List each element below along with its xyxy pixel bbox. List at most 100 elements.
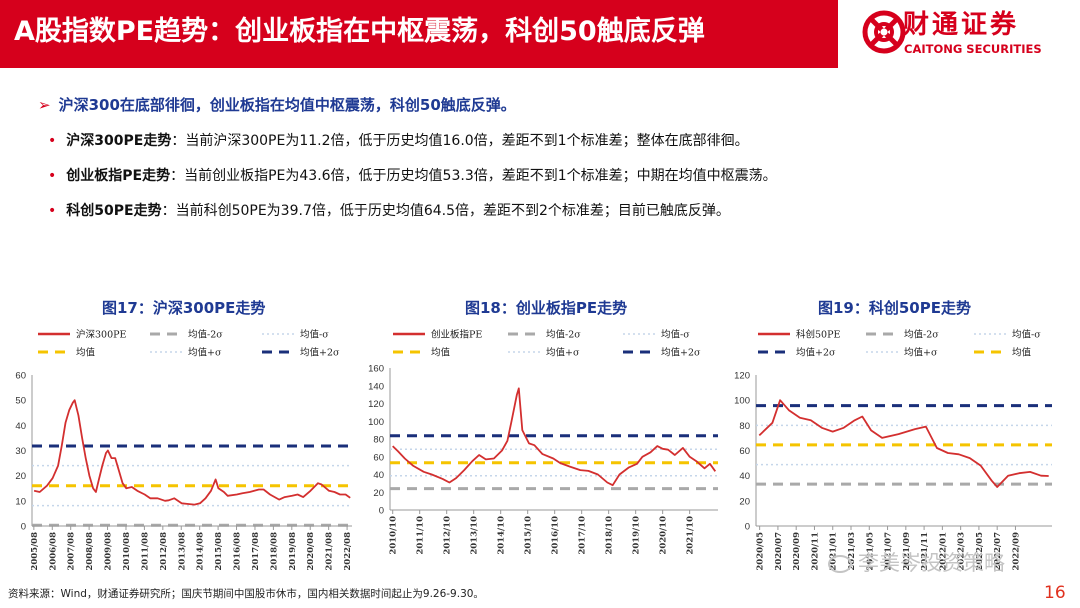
x-tick-label: 2018/08 <box>269 532 279 571</box>
bullet-text: ：当前创业板指PE为43.6倍，低于历史均值53.3倍，差距不到1个标准差；中期… <box>170 168 777 184</box>
y-tick-label: 60 <box>739 446 750 457</box>
legend-label-plus2: 均值+2σ <box>796 347 836 359</box>
legend-label-series: 沪深300PE <box>76 329 127 341</box>
y-tick-label: 0 <box>379 506 384 517</box>
y-tick-label: 30 <box>15 446 26 457</box>
brand-name: 财通证券 <box>903 10 1020 40</box>
legend-label-series: 科创50PE <box>796 329 840 341</box>
bullet-dot-icon: • <box>48 133 57 149</box>
x-tick-label: 2013/10 <box>470 516 480 555</box>
legend-label-plus1: 均值+σ <box>188 347 222 359</box>
x-tick-label: 2011/08 <box>140 532 150 571</box>
bullet-dot-icon: • <box>48 203 57 219</box>
y-tick-label: 40 <box>373 470 384 481</box>
x-tick-label: 2013/08 <box>177 532 187 571</box>
x-tick-label: 2014/10 <box>497 516 507 555</box>
y-tick-label: 140 <box>368 381 384 392</box>
x-tick-label: 2014/08 <box>196 532 206 571</box>
y-tick-label: 80 <box>739 421 750 432</box>
x-tick-label: 2022/07 <box>993 532 1003 571</box>
y-tick-label: 20 <box>15 471 26 482</box>
gem-pe-chart: 创业板指PE 均值-2σ 均值-σ 均值 均值+σ 均值+2σ 0 20 40 60 80 100 12… <box>368 329 718 555</box>
bullet-label: 沪深300PE走势 <box>66 133 172 149</box>
y-tick-label: 0 <box>21 522 26 533</box>
y-tick-label: 20 <box>373 488 384 499</box>
legend-label-plus1: 均值+σ <box>904 347 938 359</box>
bullet-label: 创业板指PE走势 <box>66 168 171 184</box>
legend-label-mean: 均值 <box>1012 347 1032 359</box>
x-tick-label: 2012/10 <box>443 516 453 555</box>
chart-title-hs300: 图17：沪深300PE走势 <box>102 299 266 317</box>
x-tick-label: 2017/10 <box>578 516 588 555</box>
x-tick-label: 2020/05 <box>756 532 766 571</box>
wechat-icon <box>828 555 852 573</box>
y-tick-label: 60 <box>373 452 384 463</box>
x-tick-label: 2018/10 <box>605 516 615 555</box>
key-point-text: 沪深300在底部徘徊，创业板指在均值中枢震荡，科创50触底反弹。 <box>58 96 516 114</box>
x-tick-label: 2022/03 <box>957 532 967 571</box>
watermark: 李美岑投资策略 <box>828 550 1005 576</box>
x-tick-label: 2005/08 <box>30 532 40 571</box>
y-tick-label: 160 <box>368 364 384 375</box>
y-tick-label: 40 <box>15 421 26 432</box>
x-tick-label: 2006/08 <box>48 532 58 571</box>
x-tick-label: 2021/10 <box>686 516 696 555</box>
x-tick-label: 2021/08 <box>325 532 335 571</box>
y-tick-label: 120 <box>368 399 384 410</box>
legend-label-minus1: 均值-σ <box>1012 329 1041 341</box>
x-tick-label: 2020/09 <box>792 532 802 571</box>
x-tick-label: 2020/07 <box>774 532 784 571</box>
x-tick-label: 2021/05 <box>865 532 875 571</box>
x-tick-label: 2020/08 <box>306 532 316 571</box>
series-line <box>758 399 1049 488</box>
y-tick-label: 100 <box>368 417 384 428</box>
x-tick-label: 2021/07 <box>884 532 894 571</box>
y-tick-label: 10 <box>15 496 26 507</box>
legend-label-plus1: 均值+σ <box>546 347 580 359</box>
bullet-item: • 创业板指PE走势：当前创业板指PE为43.6倍，低于历史均值53.3倍，差距不… <box>48 165 777 187</box>
x-tick-label: 2015/08 <box>214 532 224 571</box>
x-tick-label: 2022/01 <box>938 532 948 571</box>
x-tick-label: 2015/10 <box>524 516 534 555</box>
x-tick-label: 2007/08 <box>67 532 77 571</box>
brand-name-en: CAITONG SECURITIES <box>904 42 1042 56</box>
x-tick-label: 2022/05 <box>975 532 985 571</box>
bullet-text: ：当前沪深300PE为11.2倍，低于历史均值16.0倍，差距不到1个标准差；整… <box>171 133 749 149</box>
arrow-icon: ➢ <box>38 96 51 114</box>
legend-label-minus1: 均值-σ <box>661 329 690 341</box>
x-tick-label: 2022/08 <box>343 532 353 571</box>
chart-title-gem: 图18：创业板指PE走势 <box>465 299 628 317</box>
series-line <box>392 387 717 487</box>
legend-label-minus2: 均值-2σ <box>546 329 581 341</box>
x-tick-label: 2021/09 <box>902 532 912 571</box>
y-tick-label: 60 <box>15 371 26 382</box>
y-tick-label: 50 <box>15 396 26 407</box>
legend-label-minus1: 均值-σ <box>300 329 329 341</box>
hs300-pe-chart: 沪深300PE 均值-2σ 均值-σ 均值 均值+σ 均值+2σ 0 10 20 30 40 50 60… <box>15 329 353 571</box>
bullet-label: 科创50PE走势 <box>66 203 162 219</box>
x-tick-label: 2021/01 <box>829 532 839 571</box>
x-tick-label: 2021/03 <box>847 532 857 571</box>
x-tick-label: 2016/08 <box>233 532 243 571</box>
legend-label-mean: 均值 <box>76 347 96 359</box>
x-tick-label: 2010/10 <box>389 516 399 555</box>
x-tick-label: 2012/08 <box>159 532 169 571</box>
x-tick-label: 2009/08 <box>104 532 114 571</box>
x-tick-label: 2016/10 <box>551 516 561 555</box>
star50-pe-chart: 科创50PE 均值-2σ 均值-σ 均值+2σ 均值+σ 均值 0 20 40 60 80 100 12… <box>734 329 1052 571</box>
page-title: A股指数PE趋势：创业板指在中枢震荡，科创50触底反弹 <box>14 16 705 47</box>
bullet-text: ：当前科创50PE为39.7倍，低于历史均值64.5倍，差距不到2个标准差；目前… <box>161 203 730 219</box>
source-note: 资料来源：Wind，财通证券研究所；国庆节期间中国股市休市，国内相关数据时间起止… <box>8 588 484 600</box>
x-tick-label: 2020/10 <box>659 516 669 555</box>
bullet-item: • 沪深300PE走势：当前沪深300PE为11.2倍，低于历史均值16.0倍，差… <box>48 130 749 152</box>
x-tick-label: 2017/08 <box>251 532 261 571</box>
page-number: 16 <box>1044 583 1066 603</box>
x-tick-label: 2019/10 <box>632 516 642 555</box>
legend-label-series: 创业板指PE <box>431 329 482 341</box>
x-tick-label: 2011/10 <box>416 516 426 555</box>
legend-label-plus2: 均值+2σ <box>661 347 701 359</box>
key-point: ➢ 沪深300在底部徘徊，创业板指在均值中枢震荡，科创50触底反弹。 <box>38 94 516 116</box>
legend-label-mean: 均值 <box>431 347 451 359</box>
y-tick-label: 100 <box>734 396 750 407</box>
logo-area <box>838 0 1080 68</box>
